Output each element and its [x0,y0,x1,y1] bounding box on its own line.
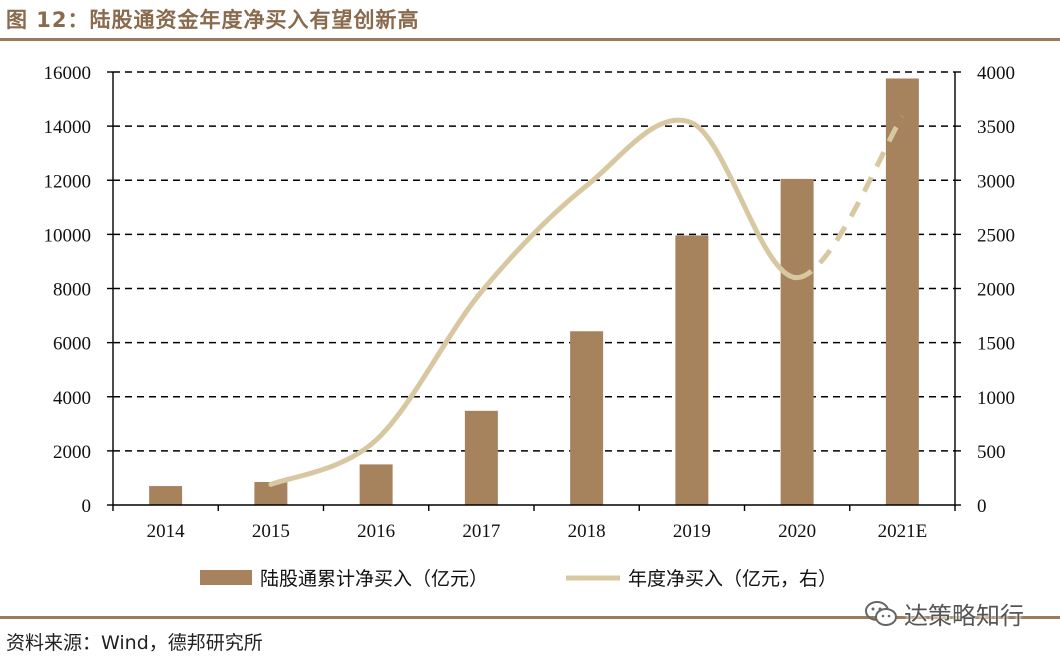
x-tick-label: 2017 [462,521,500,542]
x-tick-label: 2018 [568,521,606,542]
x-axis-ticks: 2014 2015 2016 2017 2018 2019 2020 2021E [112,505,956,542]
right-tick-label: 2500 [977,225,1015,246]
x-tick-label: 2014 [147,521,186,542]
left-tick-label: 8000 [53,280,91,301]
bar-series [149,78,919,506]
x-tick-label: 2021E [878,521,928,542]
left-axis-ticks: 0 2000 4000 6000 8000 10000 12000 14000 16000 [44,63,113,517]
bar-2019 [675,235,709,505]
left-tick-label: 2000 [53,442,91,463]
footer-rule [0,616,1060,619]
wechat-icon [865,600,897,626]
left-tick-label: 14000 [44,117,92,138]
left-tick-label: 10000 [44,225,92,246]
right-tick-label: 1000 [977,388,1015,409]
line-solid [268,117,800,487]
figure-title: 图 12：陆股通资金年度净买入有望创新高 [6,8,420,32]
bar-2014 [149,486,183,505]
watermark-text: 达策略知行 [904,602,1024,630]
left-tick-label: 12000 [44,171,92,192]
right-tick-label: 4000 [977,63,1015,84]
combo-chart: 0 2000 4000 6000 8000 10000 12000 14000 16000 0 5… [44,63,1016,590]
right-tick-label: 3500 [977,117,1015,138]
bar-2020 [780,178,814,505]
left-tick-label: 6000 [53,334,91,355]
line-forecast-dashed [796,115,905,281]
left-tick-label: 0 [82,496,92,517]
legend-label-bar: 陆股通累计净买入（亿元） [260,568,488,590]
grid-lines [113,71,955,452]
line-series [268,115,905,487]
right-tick-label: 0 [977,496,987,517]
x-tick-label: 2015 [252,521,290,542]
right-axis-ticks: 0 500 1000 1500 2000 2500 3000 3500 4000 [955,63,1015,517]
x-tick-label: 2019 [673,521,711,542]
legend-label-line: 年度净买入（亿元，右） [628,568,837,590]
right-tick-label: 2000 [977,280,1015,301]
right-tick-label: 1500 [977,334,1015,355]
legend: 陆股通累计净买入（亿元） 年度净买入（亿元，右） [200,568,837,590]
bar-2021E [885,78,919,506]
right-tick-label: 3000 [977,171,1015,192]
bar-2017 [464,410,498,505]
x-tick-label: 2016 [357,521,395,542]
bar-2015 [254,481,288,505]
left-tick-label: 16000 [44,63,92,84]
legend-swatch-bar [200,570,252,585]
bar-2016 [359,464,393,505]
watermark: 达策略知行 [864,596,1024,631]
left-tick-label: 4000 [53,388,91,409]
right-tick-label: 500 [977,442,1006,463]
bar-2018 [570,331,604,505]
source-note: 资料来源：Wind，德邦研究所 [6,632,263,654]
title-rule [0,38,1060,41]
x-tick-label: 2020 [778,521,816,542]
